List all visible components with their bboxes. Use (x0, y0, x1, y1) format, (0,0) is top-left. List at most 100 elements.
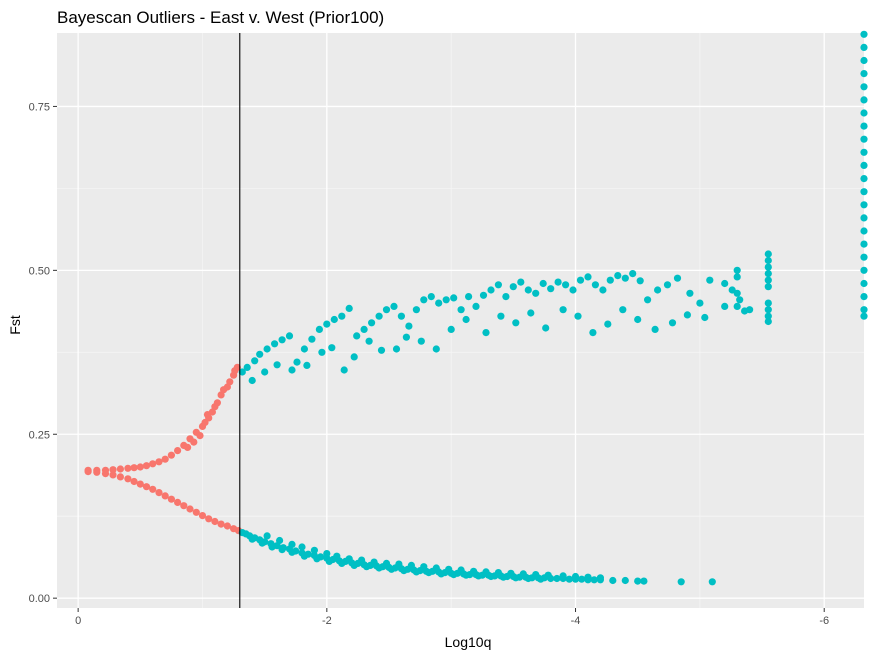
outlier-locus-point (663, 281, 672, 289)
outlier-locus-point (860, 201, 868, 209)
outlier-locus-point (733, 273, 741, 281)
outlier-locus-point (450, 571, 458, 579)
outlier-locus-point (860, 293, 868, 301)
outlier-locus-point (437, 570, 445, 578)
outlier-locus-point (392, 345, 401, 353)
outlier-locus-point (860, 43, 868, 52)
outlier-locus-point (470, 567, 478, 575)
outlier-locus-point (764, 256, 772, 265)
outlier-locus-point (474, 572, 483, 580)
outlier-locus-point (512, 574, 520, 582)
outlier-locus-point (764, 270, 772, 278)
outlier-locus-point (860, 70, 868, 78)
outlier-locus-point (318, 348, 326, 356)
outlier-locus-point (764, 283, 772, 291)
outlier-locus-point (524, 574, 532, 583)
neutral-locus-point (213, 399, 221, 407)
outlier-locus-point (596, 574, 605, 582)
outlier-locus-point (420, 296, 428, 304)
outlier-locus-point (860, 148, 868, 156)
outlier-locus-point (636, 277, 644, 285)
outlier-locus-point (271, 340, 279, 348)
outlier-locus-point (764, 250, 772, 258)
outlier-locus-point (256, 350, 264, 358)
outlier-locus-point (407, 561, 415, 570)
neutral-locus-point (226, 378, 234, 386)
neutral-locus-point (149, 460, 157, 468)
outlier-locus-point (457, 306, 465, 314)
outlier-locus-point (377, 346, 386, 354)
neutral-locus-point (124, 475, 132, 483)
outlier-locus-point (479, 291, 488, 299)
outlier-locus-point (696, 299, 704, 307)
neutral-locus-point (203, 411, 212, 419)
x-tick-label: -4 (571, 615, 581, 627)
outlier-locus-point (487, 572, 495, 581)
outlier-locus-point (733, 302, 741, 310)
outlier-locus-point (472, 302, 480, 310)
y-tick-label: 0.25 (29, 429, 50, 441)
outlier-locus-point (609, 576, 617, 585)
neutral-locus-point (136, 480, 144, 488)
outlier-locus-point (764, 306, 772, 314)
outlier-locus-point (677, 578, 685, 586)
outlier-locus-point (315, 325, 323, 333)
outlier-locus-point (686, 289, 694, 297)
outlier-locus-point (524, 286, 532, 294)
outlier-locus-point (562, 281, 570, 289)
outlier-locus-point (599, 286, 607, 294)
outlier-locus-point (502, 293, 510, 301)
neutral-locus-point (124, 464, 132, 472)
outlier-locus-point (333, 552, 341, 560)
outlier-locus-point (860, 312, 868, 320)
outlier-locus-point (358, 556, 366, 564)
neutral-locus-point (142, 462, 151, 470)
outlier-locus-point (559, 306, 567, 314)
neutral-locus-point (155, 458, 163, 466)
outlier-locus-point (860, 227, 868, 235)
outlier-locus-point (527, 309, 535, 317)
outlier-locus-point (375, 312, 383, 320)
outlier-locus-point (497, 312, 505, 320)
outlier-locus-point (764, 276, 772, 284)
outlier-locus-point (340, 366, 348, 374)
outlier-locus-point (860, 306, 868, 314)
outlier-locus-point (706, 276, 714, 284)
outlier-locus-point (261, 368, 269, 376)
outlier-locus-point (370, 558, 378, 566)
outlier-locus-point (651, 325, 659, 333)
outlier-locus-point (589, 329, 597, 337)
outlier-locus-point (298, 543, 306, 551)
y-tick-label: 0.00 (29, 593, 50, 605)
outlier-locus-point (300, 552, 308, 560)
outlier-locus-point (733, 289, 741, 297)
outlier-locus-point (860, 109, 868, 117)
outlier-locus-point (243, 363, 251, 371)
neutral-locus-point (109, 471, 117, 479)
outlier-locus-point (764, 299, 772, 307)
outlier-locus-point (285, 332, 294, 340)
neutral-locus-point (116, 465, 124, 473)
outlier-locus-point (736, 296, 744, 304)
major-gridlines (57, 33, 864, 608)
outlier-locus-point (288, 540, 296, 549)
outlier-locus-point (238, 368, 246, 376)
outlier-locus-point (860, 161, 868, 169)
neutral-locus-point (101, 470, 110, 478)
outlier-locus-point (673, 274, 682, 282)
outlier-locus-point (268, 543, 276, 551)
outlier-locus-point (382, 559, 391, 568)
outlier-locus-point (323, 320, 331, 328)
outlier-locus-point (278, 336, 286, 344)
y-axis-ticks: 0.00 0.25 0.50 0.75 (29, 101, 57, 605)
neutral-locus-point (186, 505, 194, 513)
neutral-locus-point (184, 443, 192, 451)
outlier-locus-point (375, 564, 383, 572)
outlier-locus-point (544, 571, 552, 579)
outlier-locus-point (507, 569, 515, 577)
outlier-locus-point (565, 575, 573, 583)
data-points (84, 30, 868, 586)
neutral-locus-point (142, 483, 151, 491)
outlier-locus-point (308, 335, 316, 343)
outlier-locus-point (578, 575, 586, 583)
